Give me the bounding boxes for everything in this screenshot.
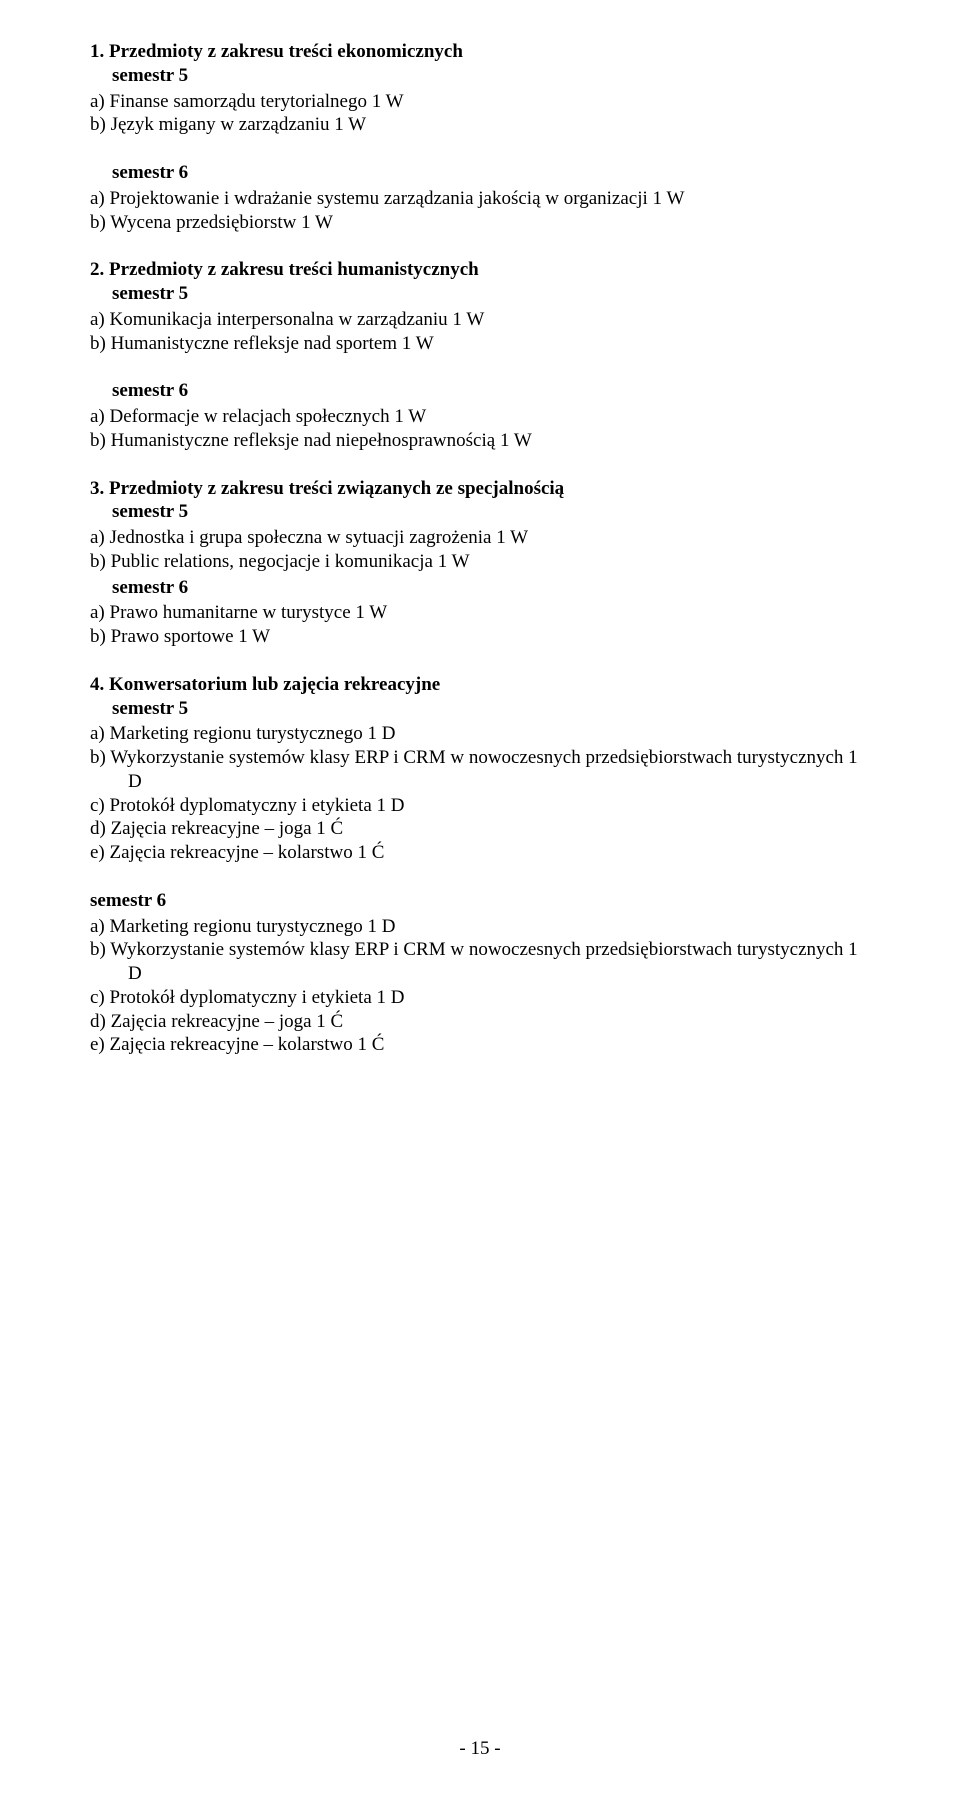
section-1-sem5-label: semestr 5	[90, 64, 870, 88]
section-2-sem6-item-a: a) Deformacje w relacjach społecznych 1 …	[90, 405, 870, 429]
section-1-sem6-label: semestr 6	[90, 161, 870, 185]
section-2-sem6-item-b: b) Humanistyczne refleksje nad niepełnos…	[90, 429, 870, 453]
section-4-sem5-label: semestr 5	[90, 697, 870, 721]
section-3-sem5-item-a: a) Jednostka i grupa społeczna w sytuacj…	[90, 526, 870, 550]
section-4-sem5-item-d: d) Zajęcia rekreacyjne – joga 1 Ć	[90, 817, 870, 841]
section-4-sem6-item-b: b) Wykorzystanie systemów klasy ERP i CR…	[90, 938, 870, 986]
page: 1. Przedmioty z zakresu treści ekonomicz…	[0, 0, 960, 1795]
section-1-heading: 1. Przedmioty z zakresu treści ekonomicz…	[90, 40, 870, 64]
section-4-sem6-item-c: c) Protokół dyplomatyczny i etykieta 1 D	[90, 986, 870, 1010]
section-1: 1. Przedmioty z zakresu treści ekonomicz…	[90, 40, 870, 234]
section-1-sem5-item-b: b) Język migany w zarządzaniu 1 W	[90, 113, 870, 137]
section-3-sem6-item-a: a) Prawo humanitarne w turystyce 1 W	[90, 601, 870, 625]
section-2-sem5-label: semestr 5	[90, 282, 870, 306]
section-4-heading: 4. Konwersatorium lub zajęcia rekreacyjn…	[90, 673, 870, 697]
section-3: 3. Przedmioty z zakresu treści związanyc…	[90, 477, 870, 649]
section-2-sem6-label: semestr 6	[90, 379, 870, 403]
section-4-sem5-item-b: b) Wykorzystanie systemów klasy ERP i CR…	[90, 746, 870, 794]
section-1-sem6-item-a: a) Projektowanie i wdrażanie systemu zar…	[90, 187, 870, 211]
section-1-sem6-item-b: b) Wycena przedsiębiorstw 1 W	[90, 211, 870, 235]
section-3-sem5-item-b: b) Public relations, negocjacje i komuni…	[90, 550, 870, 574]
section-1-sem5-item-a: a) Finanse samorządu terytorialnego 1 W	[90, 90, 870, 114]
section-3-sem6-item-b: b) Prawo sportowe 1 W	[90, 625, 870, 649]
section-4: 4. Konwersatorium lub zajęcia rekreacyjn…	[90, 673, 870, 1057]
section-2-heading: 2. Przedmioty z zakresu treści humanisty…	[90, 258, 870, 282]
section-4-sem6-label: semestr 6	[90, 889, 870, 913]
page-number: - 15 -	[0, 1737, 960, 1761]
section-3-sem6-label: semestr 6	[90, 576, 870, 600]
section-3-heading: 3. Przedmioty z zakresu treści związanyc…	[90, 477, 870, 501]
section-2-sem5-item-a: a) Komunikacja interpersonalna w zarządz…	[90, 308, 870, 332]
section-4-sem5-item-c: c) Protokół dyplomatyczny i etykieta 1 D	[90, 794, 870, 818]
section-3-sem5-label: semestr 5	[90, 500, 870, 524]
section-2: 2. Przedmioty z zakresu treści humanisty…	[90, 258, 870, 452]
section-4-sem6-item-e: e) Zajęcia rekreacyjne – kolarstwo 1 Ć	[90, 1033, 870, 1057]
section-4-sem6-item-d: d) Zajęcia rekreacyjne – joga 1 Ć	[90, 1010, 870, 1034]
section-4-sem6-item-a: a) Marketing regionu turystycznego 1 D	[90, 915, 870, 939]
section-4-sem5-item-e: e) Zajęcia rekreacyjne – kolarstwo 1 Ć	[90, 841, 870, 865]
section-4-sem5-item-a: a) Marketing regionu turystycznego 1 D	[90, 722, 870, 746]
section-2-sem5-item-b: b) Humanistyczne refleksje nad sportem 1…	[90, 332, 870, 356]
